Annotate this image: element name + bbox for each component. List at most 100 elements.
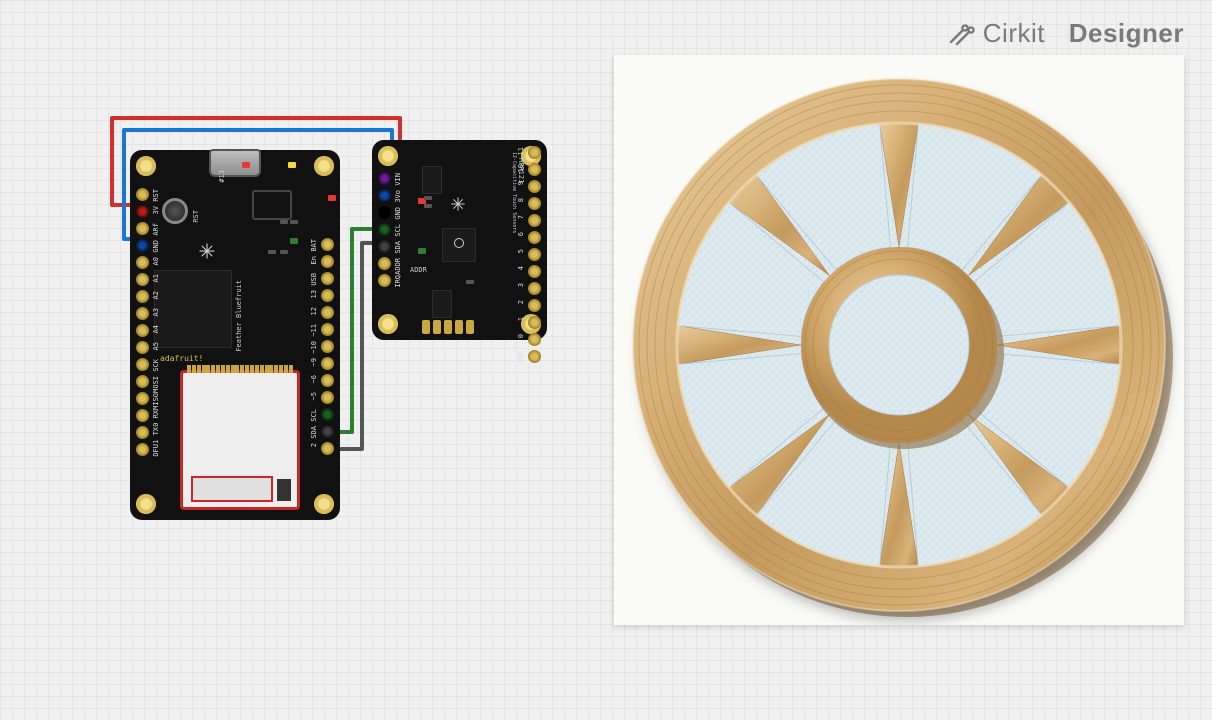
status-led-icon xyxy=(242,162,250,168)
pin-label: A5 xyxy=(152,342,160,350)
pin-label: En xyxy=(310,256,318,264)
component-feather-bluefruit[interactable]: Feather Bluefruit adafruit! #13 RST RST3… xyxy=(130,150,340,520)
pin-0[interactable]: 0 xyxy=(528,333,541,346)
regulator-chip-icon xyxy=(422,166,442,194)
pin-SDA[interactable]: SDA xyxy=(378,240,391,253)
pin-label: 11 xyxy=(517,147,525,155)
pin-label: 8 xyxy=(517,198,525,202)
pin-label: 2 xyxy=(517,300,525,304)
pin-label: A4 xyxy=(152,325,160,333)
pin-SCL[interactable]: SCL xyxy=(378,223,391,236)
pin-label: DFU xyxy=(152,444,160,457)
pin-2[interactable]: 2 xyxy=(321,442,334,455)
pin-10[interactable]: 10 xyxy=(528,163,541,176)
pin-A1[interactable]: A1 xyxy=(136,273,149,286)
pin-5[interactable]: 5 xyxy=(528,248,541,261)
pin-USB[interactable]: USB xyxy=(321,272,334,285)
pin-label: 1 TX xyxy=(152,427,160,444)
pin-11[interactable]: ~11 xyxy=(321,323,334,336)
reset-button-icon xyxy=(162,198,188,224)
pin-SDA[interactable]: SDA xyxy=(321,425,334,438)
pin-label: 3 xyxy=(517,283,525,287)
pin-12[interactable]: 12 xyxy=(321,306,334,319)
pin-11[interactable]: 11 xyxy=(528,146,541,159)
pin-IRQ[interactable]: IRQ xyxy=(378,274,391,287)
pin-label: SDA xyxy=(310,426,318,439)
pin-A5[interactable]: A5 xyxy=(136,341,149,354)
pin-RST[interactable]: RST xyxy=(136,188,149,201)
pin-5[interactable]: ~5 xyxy=(321,391,334,404)
pin-GND[interactable]: GND xyxy=(136,239,149,252)
status-led-icon xyxy=(328,195,336,201)
pin-4[interactable]: 4 xyxy=(528,265,541,278)
pin-label: 2 xyxy=(310,443,318,447)
pin-label: 9 xyxy=(517,181,525,185)
component-mpr121-touch-sensor[interactable]: MPR121 12-Capacitive Touch Sensors ADDR … xyxy=(372,140,547,340)
pin-3V[interactable]: 3V xyxy=(136,205,149,218)
pin-A0[interactable]: A0 xyxy=(136,256,149,269)
mcu-chip-icon xyxy=(154,270,232,348)
pin-label: 12 xyxy=(310,307,318,315)
pin-10[interactable]: ~10 xyxy=(321,340,334,353)
chip-silk: Feather Bluefruit xyxy=(235,280,243,352)
status-led-icon xyxy=(418,248,426,254)
pin-13[interactable]: 13 xyxy=(321,289,334,302)
pin-1TX[interactable]: 1 TX xyxy=(136,426,149,439)
pin-A3[interactable]: A3 xyxy=(136,307,149,320)
pin-label: 5 xyxy=(517,249,525,253)
pin-label: SCL xyxy=(310,409,318,422)
pin-label: A0 xyxy=(152,257,160,265)
pin-GND[interactable]: GND xyxy=(528,350,541,363)
pin-BAT[interactable]: BAT xyxy=(321,238,334,251)
component-touch-wheel[interactable] xyxy=(614,55,1184,625)
pin-label: MOSI xyxy=(152,376,160,393)
addr-silk: ADDR xyxy=(410,266,427,274)
status-led-icon xyxy=(288,162,296,168)
pin-VIN[interactable]: VIN xyxy=(378,172,391,185)
pin-7[interactable]: 7 xyxy=(528,214,541,227)
pin-6[interactable]: 6 xyxy=(528,231,541,244)
mounting-hole-icon xyxy=(136,494,156,514)
pin-MISO[interactable]: MISO xyxy=(136,392,149,405)
mounting-hole-icon xyxy=(378,146,398,166)
pin-label: 10 xyxy=(517,164,525,172)
mounting-hole-icon xyxy=(314,494,334,514)
pin-SCK[interactable]: SCK xyxy=(136,358,149,371)
pin-MOSI[interactable]: MOSI xyxy=(136,375,149,388)
feather-left-header: RST 3V ARf GND A0 A1 A2 A3 A4 A5 SCK MOSI MISO 0 RX 1 … xyxy=(136,188,149,456)
pin-DFU[interactable]: DFU xyxy=(136,443,149,456)
pin-1[interactable]: 1 xyxy=(528,316,541,329)
design-canvas[interactable]: Feather Bluefruit adafruit! #13 RST RST3… xyxy=(0,0,1212,720)
pin-label: 1 xyxy=(517,317,525,321)
pin-A4[interactable]: A4 xyxy=(136,324,149,337)
pin-label: GND xyxy=(517,351,525,364)
pin-2[interactable]: 2 xyxy=(528,299,541,312)
pin-3Vo[interactable]: 3Vo xyxy=(378,189,391,202)
pin-8[interactable]: 8 xyxy=(528,197,541,210)
pin-label: 0 RX xyxy=(152,410,160,427)
pin-ARf[interactable]: ARf xyxy=(136,222,149,235)
pin-6[interactable]: ~6 xyxy=(321,374,334,387)
pin-label: A2 xyxy=(152,291,160,299)
pin-label: A1 xyxy=(152,274,160,282)
pin-label: BAT xyxy=(310,239,318,252)
micro-usb-icon xyxy=(209,149,261,177)
pin-ADDR[interactable]: ADDR xyxy=(378,257,391,270)
pin-SCL[interactable]: SCL xyxy=(321,408,334,421)
ic-icon xyxy=(432,290,452,318)
pin-A2[interactable]: A2 xyxy=(136,290,149,303)
pin-0RX[interactable]: 0 RX xyxy=(136,409,149,422)
pin-9[interactable]: 9 xyxy=(528,180,541,193)
pin-GND[interactable]: GND xyxy=(378,206,391,219)
adafruit-star-icon xyxy=(450,196,468,214)
mounting-hole-icon xyxy=(378,314,398,334)
feather-right-header: BAT En USB 13 12 ~11 ~10 ~9 ~6 ~5 SCL SDA 2 xyxy=(321,238,334,455)
pin-En[interactable]: En xyxy=(321,255,334,268)
pin-label: 13 xyxy=(310,290,318,298)
pin-3[interactable]: 3 xyxy=(528,282,541,295)
mounting-hole-icon xyxy=(314,156,334,176)
pin-9[interactable]: ~9 xyxy=(321,357,334,370)
pin-label: IRQ xyxy=(394,275,402,288)
pin-label: 3Vo xyxy=(394,190,402,203)
pin-label: ~6 xyxy=(310,375,318,383)
